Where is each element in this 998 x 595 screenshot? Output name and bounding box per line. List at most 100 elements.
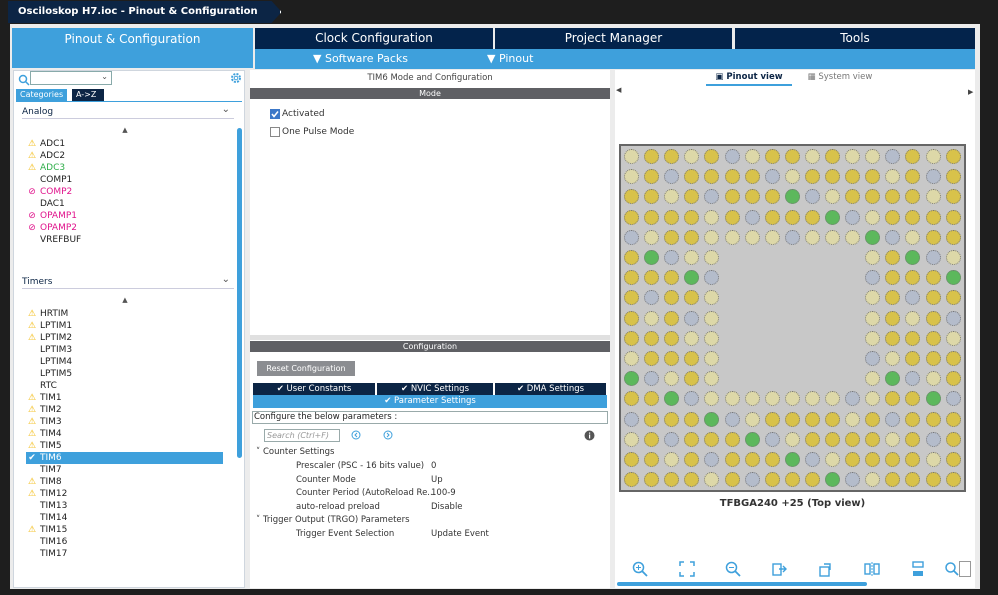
package-pin[interactable] xyxy=(684,149,700,164)
package-pin[interactable] xyxy=(624,169,639,185)
package-pin[interactable] xyxy=(664,371,680,387)
package-pin[interactable] xyxy=(945,310,961,326)
package-pin[interactable] xyxy=(865,229,881,245)
package-pin[interactable] xyxy=(804,472,820,488)
tab-parameter-settings[interactable]: ✔︎ Parameter Settings xyxy=(253,395,607,408)
package-pin[interactable] xyxy=(945,391,961,407)
package-pin[interactable] xyxy=(704,169,720,185)
scrollbar[interactable] xyxy=(237,128,242,458)
package-pin[interactable] xyxy=(724,391,740,407)
tree-item-adc1[interactable]: ⚠ ADC1 xyxy=(26,138,65,150)
package-pin[interactable] xyxy=(724,169,740,185)
package-pin[interactable] xyxy=(865,209,881,225)
tree-item-dac1[interactable]: DAC1 xyxy=(26,198,65,210)
package-pin[interactable] xyxy=(764,209,780,225)
package-pin[interactable] xyxy=(925,371,941,387)
sort-icon[interactable]: ▲ xyxy=(122,126,128,134)
package-pin[interactable] xyxy=(764,411,780,427)
tab-tools[interactable]: Tools xyxy=(735,28,975,49)
package-pin[interactable] xyxy=(704,411,720,427)
package-pin[interactable] xyxy=(945,209,961,225)
package-pin[interactable] xyxy=(925,149,941,164)
one-pulse-checkbox[interactable] xyxy=(270,127,280,137)
expand-left-icon[interactable]: ◀ xyxy=(616,86,622,94)
package-pin[interactable] xyxy=(945,169,961,185)
package-pin[interactable] xyxy=(905,472,921,488)
tree-item-lptim5[interactable]: LPTIM5 xyxy=(26,368,72,380)
package-pin[interactable] xyxy=(784,452,800,467)
package-pin[interactable] xyxy=(845,169,861,185)
package-pin[interactable] xyxy=(865,371,881,387)
package-pin[interactable] xyxy=(704,189,720,205)
package-pin[interactable] xyxy=(624,431,639,447)
package-pin[interactable] xyxy=(784,472,800,488)
package-pin[interactable] xyxy=(945,431,961,447)
package-pin[interactable] xyxy=(684,209,700,225)
package-pin[interactable] xyxy=(704,452,720,467)
package-pin[interactable] xyxy=(704,229,720,245)
package-pin[interactable] xyxy=(644,351,660,366)
package-pin[interactable] xyxy=(845,431,861,447)
package-pin[interactable] xyxy=(945,229,961,245)
package-pin[interactable] xyxy=(945,351,961,366)
package-pin[interactable] xyxy=(925,431,941,447)
package-pin[interactable] xyxy=(885,310,901,326)
package-pin[interactable] xyxy=(845,452,861,467)
package-pin[interactable] xyxy=(885,189,901,205)
package-pin[interactable] xyxy=(764,452,780,467)
package-pin[interactable] xyxy=(764,229,780,245)
expand-right-icon[interactable]: ▶ xyxy=(968,88,974,96)
package-pin[interactable] xyxy=(644,270,660,286)
flip-horizontal-icon[interactable] xyxy=(864,561,880,577)
package-pin[interactable] xyxy=(684,330,700,346)
package-pin[interactable] xyxy=(744,209,760,225)
package-pin[interactable] xyxy=(804,169,820,185)
package-pin[interactable] xyxy=(865,411,881,427)
package-pin[interactable] xyxy=(865,270,881,286)
tab-dma-settings[interactable]: ✔︎ DMA Settings xyxy=(495,383,607,395)
package-pin[interactable] xyxy=(744,169,760,185)
package-pin[interactable] xyxy=(845,411,861,427)
param-value[interactable]: Up xyxy=(431,474,443,485)
package-pin[interactable] xyxy=(845,209,861,225)
package-pin[interactable] xyxy=(905,189,921,205)
package-pin[interactable] xyxy=(684,310,700,326)
package-pin[interactable] xyxy=(905,250,921,265)
package-pin[interactable] xyxy=(744,472,760,488)
package-pin[interactable] xyxy=(744,452,760,467)
package-pin[interactable] xyxy=(644,452,660,467)
package-pin[interactable] xyxy=(865,330,881,346)
package-pin[interactable] xyxy=(784,169,800,185)
tree-item-vrefbuf[interactable]: VREFBUF xyxy=(26,234,81,246)
next-icon[interactable] xyxy=(383,430,393,440)
tree-item-tim17[interactable]: TIM17 xyxy=(26,548,67,560)
package-pin[interactable] xyxy=(724,209,740,225)
package-pin[interactable] xyxy=(724,411,740,427)
package-pin[interactable] xyxy=(925,391,941,407)
package-pin[interactable] xyxy=(905,270,921,286)
package-pin[interactable] xyxy=(945,371,961,387)
package-pin[interactable] xyxy=(885,472,901,488)
tab-categories[interactable]: Categories xyxy=(16,89,68,101)
package-pin[interactable] xyxy=(704,250,720,265)
tab-nvic-settings[interactable]: ✔︎ NVIC Settings xyxy=(377,383,494,395)
horizontal-scrollbar[interactable] xyxy=(617,582,867,586)
param-value[interactable]: 100-9 xyxy=(431,488,456,498)
chip-package[interactable] xyxy=(619,144,966,492)
package-pin[interactable] xyxy=(684,169,700,185)
package-pin[interactable] xyxy=(784,431,800,447)
package-pin[interactable] xyxy=(764,169,780,185)
package-pin[interactable] xyxy=(784,411,800,427)
package-pin[interactable] xyxy=(664,149,680,164)
package-pin[interactable] xyxy=(804,391,820,407)
package-pin[interactable] xyxy=(885,250,901,265)
package-pin[interactable] xyxy=(804,149,820,164)
package-pin[interactable] xyxy=(664,431,680,447)
package-pin[interactable] xyxy=(925,310,941,326)
package-pin[interactable] xyxy=(905,149,921,164)
package-pin[interactable] xyxy=(744,149,760,164)
chevron-down-icon[interactable]: ⌄ xyxy=(221,104,230,115)
package-pin[interactable] xyxy=(684,270,700,286)
info-icon[interactable] xyxy=(584,430,595,441)
tree-item-tim7[interactable]: TIM7 xyxy=(26,464,62,476)
